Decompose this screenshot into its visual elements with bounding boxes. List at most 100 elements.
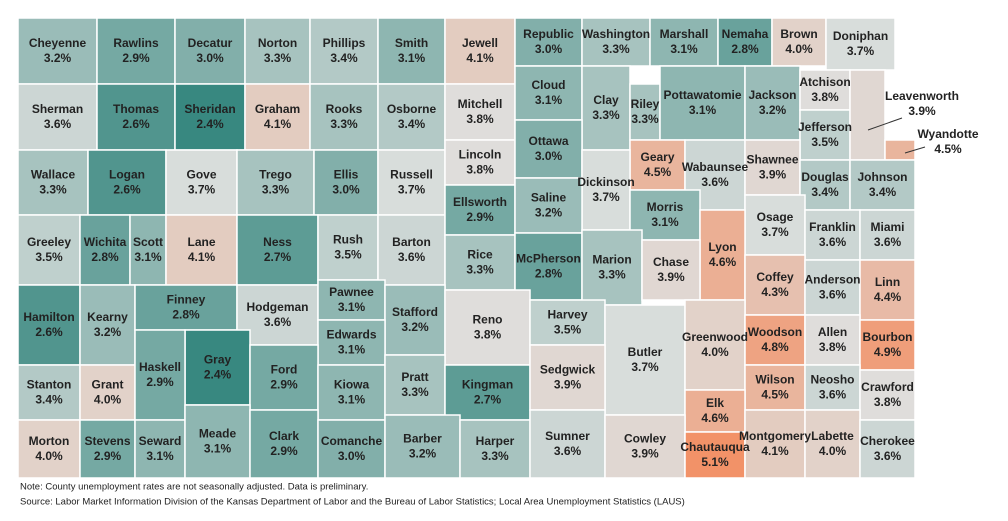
county-rate: 3.1% bbox=[535, 93, 563, 107]
county-rate: 4.9% bbox=[874, 345, 902, 359]
county bbox=[317, 214, 379, 281]
county-rate: 3.8% bbox=[819, 340, 847, 354]
county bbox=[649, 17, 719, 67]
county bbox=[244, 83, 311, 151]
county-rate: 3.8% bbox=[466, 163, 494, 177]
county-rate: 3.7% bbox=[761, 225, 789, 239]
county-rate: 2.7% bbox=[264, 250, 292, 264]
county-name: Finney bbox=[167, 293, 206, 307]
county-name: Morton bbox=[29, 434, 70, 448]
county bbox=[641, 239, 701, 301]
county-rate: 3.1% bbox=[651, 215, 679, 229]
county bbox=[134, 419, 186, 479]
county bbox=[804, 259, 861, 316]
county bbox=[17, 83, 98, 151]
county bbox=[79, 364, 136, 421]
county-name: Jewell bbox=[462, 36, 498, 50]
county-rate: 3.6% bbox=[874, 235, 902, 249]
county bbox=[529, 344, 606, 411]
county-name: Stanton bbox=[27, 378, 72, 392]
county bbox=[377, 83, 446, 151]
county-name: Meade bbox=[199, 427, 237, 441]
county-rate: 4.1% bbox=[466, 51, 494, 65]
county-name: Ellsworth bbox=[453, 195, 507, 209]
county-rate: 3.6% bbox=[264, 315, 292, 329]
county-name: Nemaha bbox=[722, 27, 769, 41]
county-rate: 4.8% bbox=[761, 340, 789, 354]
county-name: Rooks bbox=[326, 102, 363, 116]
county bbox=[96, 17, 176, 85]
county-name: Cloud bbox=[532, 78, 566, 92]
county-rate: 3.1% bbox=[338, 300, 366, 314]
county-name: Haskell bbox=[139, 360, 181, 374]
county bbox=[444, 83, 516, 141]
county bbox=[884, 139, 916, 161]
county-rate: 3.3% bbox=[598, 268, 626, 282]
county bbox=[17, 214, 81, 286]
county-name: Harvey bbox=[547, 308, 587, 322]
county bbox=[849, 69, 886, 161]
county-rate: 3.2% bbox=[759, 103, 787, 117]
county-name: Edwards bbox=[326, 328, 376, 342]
county-name: Wichita bbox=[84, 235, 127, 249]
county bbox=[309, 83, 379, 151]
county bbox=[859, 259, 916, 321]
county bbox=[684, 299, 746, 391]
county-name: Ottawa bbox=[528, 134, 568, 148]
county bbox=[514, 177, 583, 234]
county-rate: 4.0% bbox=[94, 393, 122, 407]
county-rate: 3.3% bbox=[631, 112, 659, 126]
county-rate: 3.0% bbox=[332, 183, 360, 197]
county bbox=[17, 17, 98, 85]
county-name: Jefferson bbox=[798, 120, 852, 134]
county-name: Thomas bbox=[113, 102, 159, 116]
county-rate: 2.8% bbox=[91, 250, 119, 264]
county-name: Johnson bbox=[858, 170, 908, 184]
county-name: Chautauqua bbox=[680, 440, 750, 454]
county-name: Douglas bbox=[801, 170, 849, 184]
county-rate: 3.3% bbox=[466, 263, 494, 277]
county bbox=[236, 214, 319, 286]
county-rate: 3.1% bbox=[204, 442, 232, 456]
county-name: Kingman bbox=[462, 378, 513, 392]
county-name: Decatur bbox=[188, 36, 233, 50]
county-rate: 4.3% bbox=[761, 285, 789, 299]
county-rate: 2.9% bbox=[466, 210, 494, 224]
county bbox=[17, 284, 81, 366]
county-name: Washington bbox=[582, 27, 650, 41]
county bbox=[444, 184, 516, 236]
county bbox=[799, 109, 851, 161]
county-name: Wyandotte bbox=[917, 127, 978, 141]
county-rate: 2.9% bbox=[94, 449, 122, 463]
county-rate: 3.3% bbox=[481, 449, 509, 463]
county-rate: 4.0% bbox=[701, 345, 729, 359]
county-rate: 3.8% bbox=[811, 90, 839, 104]
county-rate: 4.1% bbox=[264, 117, 292, 131]
county-rate: 3.3% bbox=[264, 51, 292, 65]
county-name: Lyon bbox=[708, 240, 736, 254]
county-name: Ford bbox=[271, 363, 298, 377]
county-name: Sherman bbox=[32, 102, 83, 116]
county-name: Rice bbox=[467, 248, 493, 262]
county bbox=[859, 419, 916, 479]
county bbox=[529, 409, 606, 479]
county-rate: 3.2% bbox=[94, 325, 122, 339]
county-name: Elk bbox=[706, 396, 724, 410]
county-rate: 3.6% bbox=[874, 449, 902, 463]
county-rate: 2.9% bbox=[146, 375, 174, 389]
county bbox=[87, 149, 167, 216]
county-rate: 3.9% bbox=[908, 104, 936, 118]
county-name: Scott bbox=[133, 235, 163, 249]
county-name: Saline bbox=[531, 191, 567, 205]
county-name: Reno bbox=[473, 313, 503, 327]
source: Source: Labor Market Information Divisio… bbox=[20, 497, 685, 508]
county-name: Wallace bbox=[31, 168, 76, 182]
county-name: Mitchell bbox=[458, 97, 503, 111]
county bbox=[859, 319, 916, 371]
county-rate: 3.1% bbox=[338, 343, 366, 357]
county-name: Wilson bbox=[755, 373, 794, 387]
county-name: Greenwood bbox=[682, 330, 748, 344]
county bbox=[79, 284, 136, 366]
county bbox=[604, 414, 686, 479]
